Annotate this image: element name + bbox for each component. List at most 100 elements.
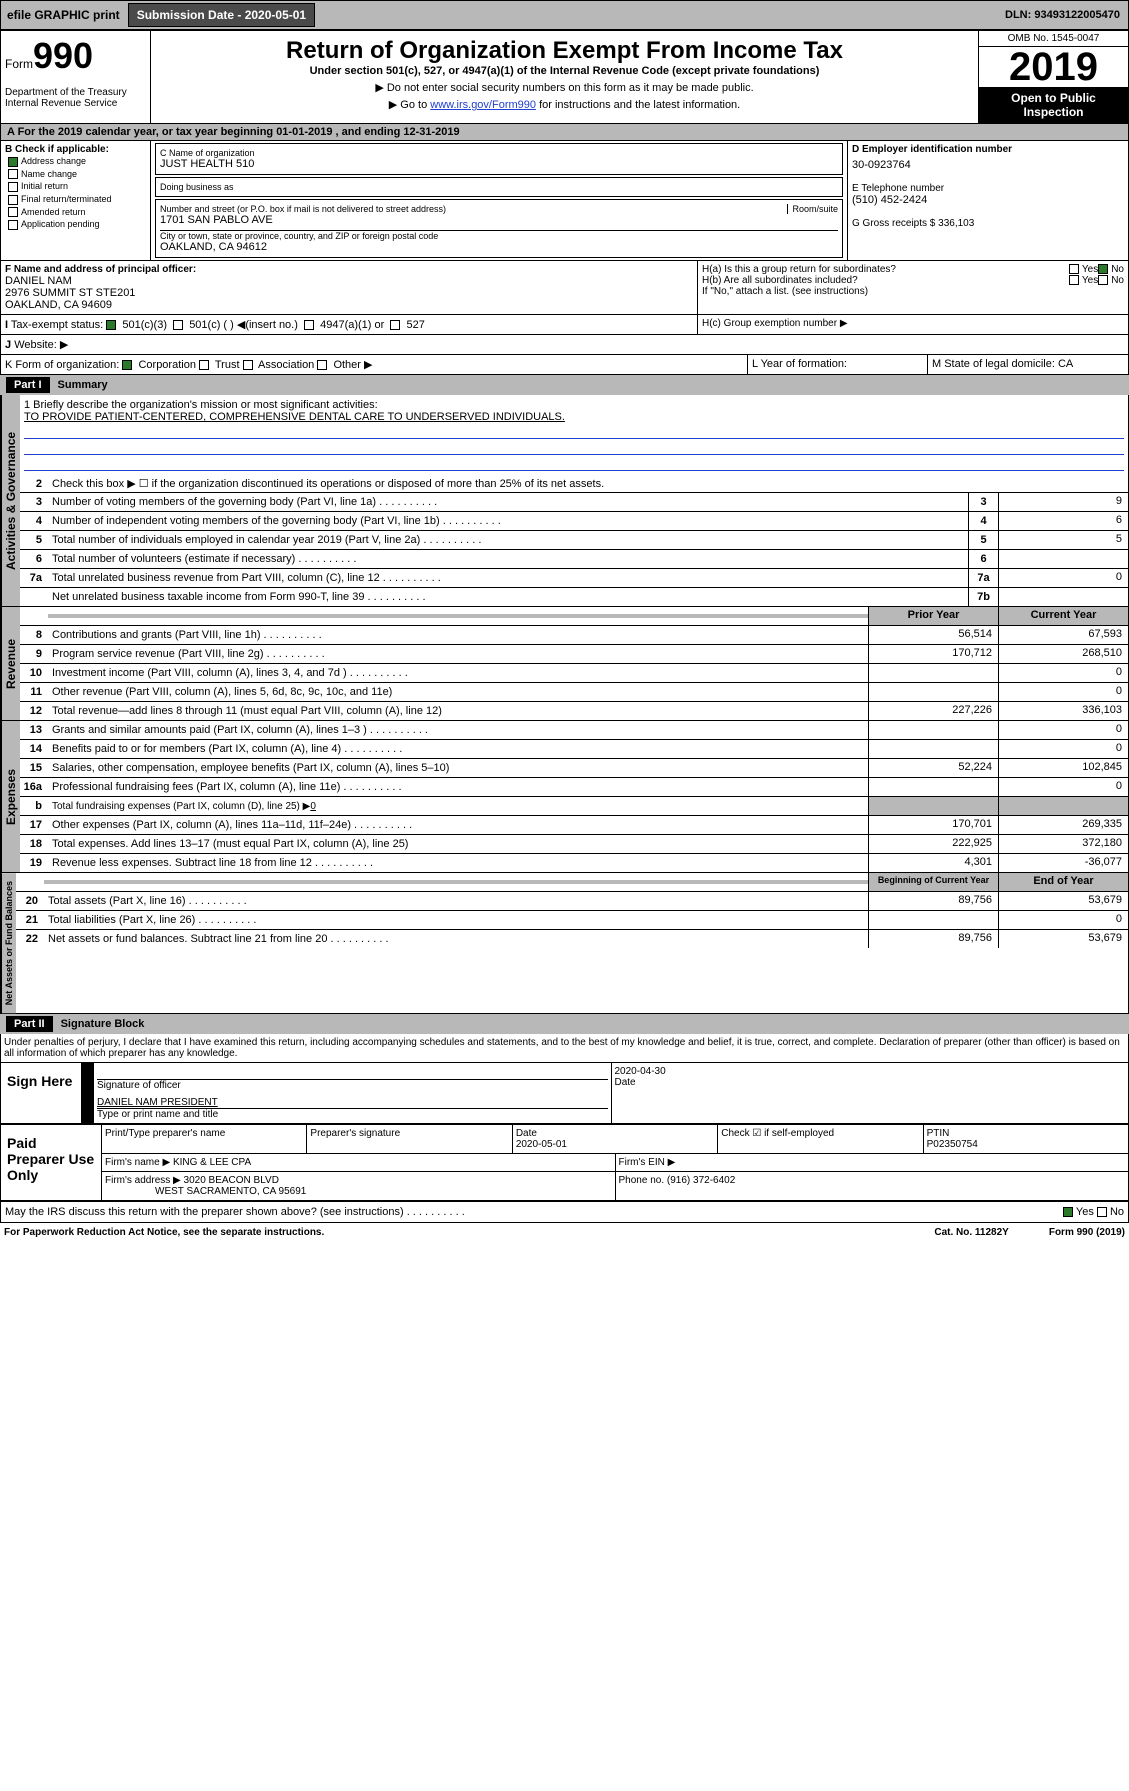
chk-application-pending[interactable]: Application pending bbox=[5, 218, 146, 231]
line18-prior: 222,925 bbox=[868, 835, 998, 853]
ha-no-chk[interactable] bbox=[1098, 264, 1108, 274]
box-c: C Name of organization JUST HEALTH 510 D… bbox=[151, 141, 848, 260]
firm-phone-cell: Phone no. (916) 372-6402 bbox=[615, 1172, 1129, 1200]
hb-yes-chk[interactable] bbox=[1069, 275, 1079, 285]
line13-prior bbox=[868, 721, 998, 739]
org-info-block: B Check if applicable: Address change Na… bbox=[0, 141, 1129, 261]
line3-val: 9 bbox=[998, 493, 1128, 511]
discuss-yes-chk[interactable] bbox=[1063, 1207, 1073, 1217]
l16b-label: Total fundraising expenses (Part IX, col… bbox=[52, 801, 310, 812]
line7a-text: Total unrelated business revenue from Pa… bbox=[48, 570, 968, 586]
opt-other: Other ▶ bbox=[333, 359, 372, 371]
line18-curr: 372,180 bbox=[998, 835, 1128, 853]
top-bar: efile GRAPHIC print Submission Date - 20… bbox=[0, 0, 1129, 30]
addr-label: Firm's address ▶ bbox=[105, 1175, 181, 1186]
line16a-curr: 0 bbox=[998, 778, 1128, 796]
line7b-val bbox=[998, 588, 1128, 606]
line12-curr: 336,103 bbox=[998, 702, 1128, 720]
prep-self-hdr: Check ☑ if self-employed bbox=[717, 1125, 922, 1153]
line21-curr: 0 bbox=[998, 911, 1128, 929]
website-label: Website: ▶ bbox=[14, 339, 68, 351]
prep-ptin-cell: PTINP02350754 bbox=[923, 1125, 1128, 1153]
prep-date: 2020-05-01 bbox=[516, 1139, 714, 1150]
form-number: 990 bbox=[33, 35, 93, 76]
chk-final-return[interactable]: Final return/terminated bbox=[5, 193, 146, 206]
gross-label: G Gross receipts $ bbox=[852, 218, 935, 229]
line12-text: Total revenue—add lines 8 through 11 (mu… bbox=[48, 703, 868, 719]
line15-text: Salaries, other compensation, employee b… bbox=[48, 760, 868, 776]
line18-text: Total expenses. Add lines 13–17 (must eq… bbox=[48, 836, 868, 852]
submission-date-btn[interactable]: Submission Date - 2020-05-01 bbox=[128, 3, 315, 27]
form-subtitle: Under section 501(c), 527, or 4947(a)(1)… bbox=[157, 65, 972, 77]
line10-prior bbox=[868, 664, 998, 682]
tax-status-row: I Tax-exempt status: 501(c)(3) 501(c) ( … bbox=[0, 315, 1129, 335]
chk-trust[interactable] bbox=[199, 360, 209, 370]
line19-prior: 4,301 bbox=[868, 854, 998, 872]
yes-label: Yes bbox=[1082, 275, 1098, 286]
dba-box: Doing business as bbox=[155, 177, 843, 197]
chk-4947[interactable] bbox=[304, 320, 314, 330]
firm-name-cell: Firm's name ▶ KING & LEE CPA bbox=[101, 1154, 615, 1171]
chk-address-change[interactable]: Address change bbox=[5, 155, 146, 168]
form-title: Return of Organization Exempt From Incom… bbox=[157, 37, 972, 65]
period-line: A For the 2019 calendar year, or tax yea… bbox=[0, 124, 1129, 141]
hb-no-chk[interactable] bbox=[1098, 275, 1108, 285]
line9-curr: 268,510 bbox=[998, 645, 1128, 663]
line5-text: Total number of individuals employed in … bbox=[48, 532, 968, 548]
chk-501c[interactable] bbox=[173, 320, 183, 330]
name-label: C Name of organization bbox=[160, 148, 838, 158]
sign-here-label: Sign Here bbox=[1, 1063, 81, 1123]
line11-text: Other revenue (Part VIII, column (A), li… bbox=[48, 684, 868, 700]
beg-year-hdr: Beginning of Current Year bbox=[868, 873, 998, 891]
box-b: B Check if applicable: Address change Na… bbox=[1, 141, 151, 260]
website-row: J Website: ▶ bbox=[0, 335, 1129, 355]
dept-treasury: Department of the Treasury Internal Reve… bbox=[5, 87, 146, 109]
box-b-header: B Check if applicable: bbox=[5, 144, 146, 155]
chk-501c3[interactable] bbox=[106, 320, 116, 330]
tax-year: 2019 bbox=[979, 47, 1128, 87]
opt-501c3: 501(c)(3) bbox=[122, 319, 167, 331]
part2-label: Part II bbox=[6, 1016, 53, 1032]
mission-rule bbox=[24, 455, 1124, 471]
chk-amended[interactable]: Amended return bbox=[5, 206, 146, 219]
line7a-val: 0 bbox=[998, 569, 1128, 587]
chk-527[interactable] bbox=[390, 320, 400, 330]
end-year-hdr: End of Year bbox=[998, 873, 1128, 891]
line10-text: Investment income (Part VIII, column (A)… bbox=[48, 665, 868, 681]
line3-text: Number of voting members of the governin… bbox=[48, 494, 968, 510]
org-city: OAKLAND, CA 94612 bbox=[160, 241, 838, 253]
sig-label: Signature of officer bbox=[97, 1080, 608, 1091]
form990-link[interactable]: www.irs.gov/Form990 bbox=[430, 99, 536, 111]
line17-text: Other expenses (Part IX, column (A), lin… bbox=[48, 817, 868, 833]
chk-label: Amended return bbox=[21, 207, 86, 217]
governance-block: Activities & Governance 1 Briefly descri… bbox=[0, 395, 1129, 607]
chk-label: Name change bbox=[21, 169, 77, 179]
part1-title: Summary bbox=[50, 379, 108, 391]
chk-other[interactable] bbox=[317, 360, 327, 370]
line22-text: Net assets or fund balances. Subtract li… bbox=[44, 931, 868, 947]
firm-name: KING & LEE CPA bbox=[173, 1157, 251, 1168]
chk-assoc[interactable] bbox=[243, 360, 253, 370]
org-name-box: C Name of organization JUST HEALTH 510 bbox=[155, 143, 843, 175]
chk-initial-return[interactable]: Initial return bbox=[5, 180, 146, 193]
line11-curr: 0 bbox=[998, 683, 1128, 701]
box-h: H(a) Is this a group return for subordin… bbox=[698, 261, 1128, 314]
line17-curr: 269,335 bbox=[998, 816, 1128, 834]
ptin-val: P02350754 bbox=[927, 1139, 1125, 1150]
discuss-no-chk[interactable] bbox=[1097, 1207, 1107, 1217]
tax-status-label: Tax-exempt status: bbox=[11, 319, 103, 331]
yes-label: Yes bbox=[1082, 264, 1098, 275]
chk-corp[interactable] bbox=[122, 360, 132, 370]
opt-527: 527 bbox=[406, 319, 424, 331]
mission-rule bbox=[24, 423, 1124, 439]
line8-curr: 67,593 bbox=[998, 626, 1128, 644]
paid-preparer-block: Paid Preparer Use Only Print/Type prepar… bbox=[0, 1125, 1129, 1202]
no-label: No bbox=[1111, 275, 1124, 286]
efile-label[interactable]: efile GRAPHIC print bbox=[1, 5, 126, 25]
chk-name-change[interactable]: Name change bbox=[5, 168, 146, 181]
line4-val: 6 bbox=[998, 512, 1128, 530]
opt-assoc: Association bbox=[258, 359, 314, 371]
ha-yes-chk[interactable] bbox=[1069, 264, 1079, 274]
org-address: 1701 SAN PABLO AVE bbox=[160, 214, 838, 226]
chk-label: Application pending bbox=[21, 219, 100, 229]
